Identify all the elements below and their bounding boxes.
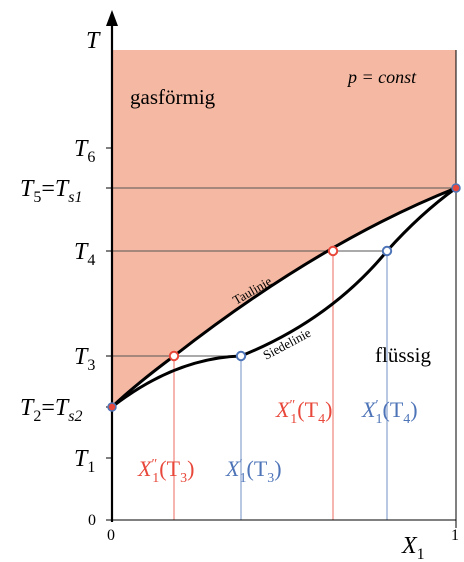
- point-liquid-t3: [235, 350, 247, 362]
- y-tick-t4: T4: [74, 239, 95, 269]
- gas-region: [112, 50, 456, 407]
- boiling-line: [111, 186, 457, 409]
- annotation-x1-t3: X′ 1(T3): [225, 456, 282, 486]
- pressure-label: p = const: [346, 67, 417, 87]
- point-t5: [451, 183, 461, 193]
- point-vapor-t4: [327, 245, 339, 257]
- y-tick-t5: T5=Ts1: [20, 176, 83, 206]
- region-liquid-label: flüssig: [375, 343, 432, 367]
- annotation-x1-t4: X′ 1(T4): [361, 397, 418, 427]
- y-tick-t2: T2=Ts2: [20, 395, 83, 425]
- y-tick-0: 0: [88, 512, 96, 529]
- region-gas-label: gasförmig: [130, 85, 216, 109]
- annotation-x2-t3: X″ 1(T3): [137, 456, 194, 486]
- y-tick-t1: T1: [74, 446, 95, 476]
- point-vapor-t3: [168, 350, 180, 362]
- dew-line: [110, 186, 457, 409]
- y-tick-t6: T6: [74, 136, 95, 166]
- annotation-x2-t4: X″ 1(T4): [275, 397, 332, 427]
- point-liquid-t4: [381, 245, 393, 257]
- y-axis-label: T: [86, 28, 101, 54]
- x-axis-label: X1: [401, 533, 425, 562]
- x-tick-1: 1: [451, 527, 459, 544]
- x-tick-0: 0: [107, 527, 115, 544]
- y-tick-t3: T3: [74, 344, 95, 374]
- y-axis-arrow: [106, 10, 118, 26]
- point-t2: [107, 402, 117, 412]
